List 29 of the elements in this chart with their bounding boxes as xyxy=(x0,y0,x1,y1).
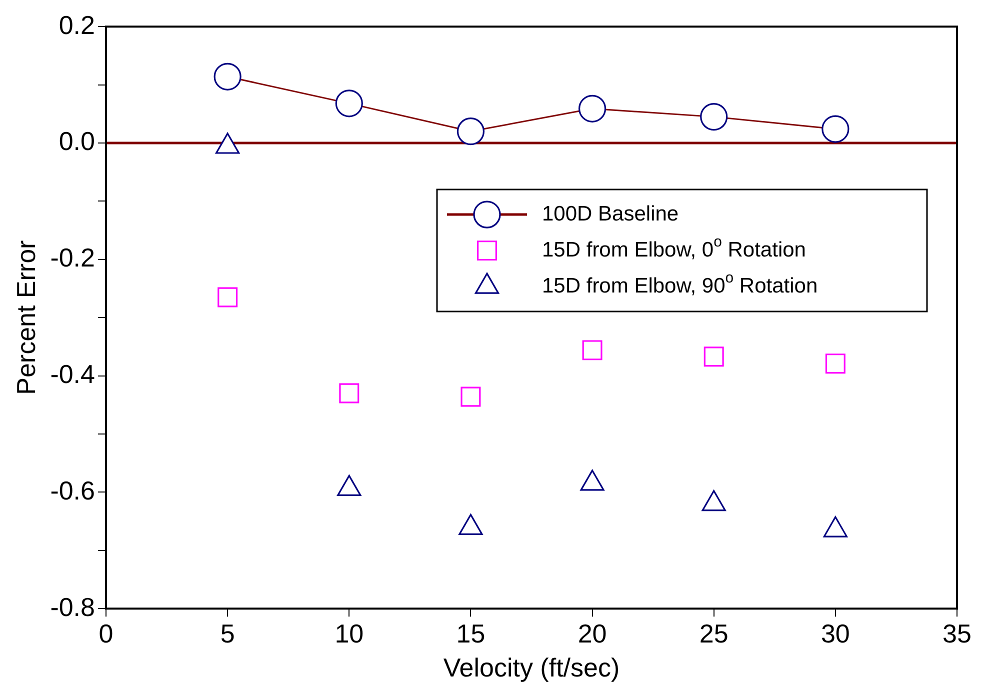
x-tick-label: 5 xyxy=(220,618,235,648)
x-axis-title: Velocity (ft/sec) xyxy=(443,652,620,683)
point xyxy=(822,115,850,143)
x-tick-label: 10 xyxy=(334,618,364,648)
x-tick-label: 30 xyxy=(820,618,850,648)
point xyxy=(458,514,483,535)
y-tick-label: 0.2 xyxy=(58,10,95,40)
y-tick-label: -0.8 xyxy=(50,592,95,622)
y-tick-label: -0.2 xyxy=(50,242,95,273)
point xyxy=(700,103,728,131)
point xyxy=(214,62,242,90)
x-tick-label: 35 xyxy=(942,618,972,648)
y-tick-label: -0.4 xyxy=(50,358,95,389)
x-tick-label: 20 xyxy=(578,618,607,648)
y-tick-label: 0.0 xyxy=(58,126,95,156)
point xyxy=(335,90,363,118)
point xyxy=(456,118,485,146)
point xyxy=(578,94,606,122)
point xyxy=(702,490,726,512)
legend-label: 100D Baseline xyxy=(542,202,679,226)
x-tick-label: 25 xyxy=(699,618,728,648)
x-tick-label: 15 xyxy=(456,618,486,648)
point xyxy=(218,287,238,308)
point xyxy=(823,516,848,538)
point xyxy=(580,470,604,491)
x-tick-label: 0 xyxy=(98,618,114,648)
y-axis-title: Percent Error xyxy=(10,240,41,395)
y-tick-label: -0.6 xyxy=(50,475,95,506)
point xyxy=(337,474,362,496)
